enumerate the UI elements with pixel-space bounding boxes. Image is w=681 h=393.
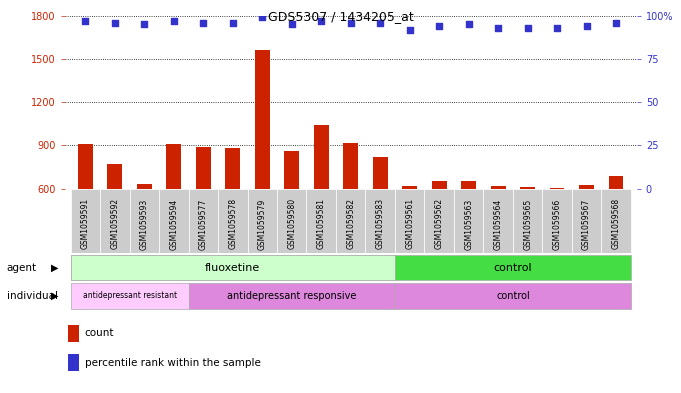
Text: percentile rank within the sample: percentile rank within the sample: [84, 358, 261, 368]
Bar: [513, 189, 542, 253]
Text: GDS5307 / 1434205_at: GDS5307 / 1434205_at: [268, 10, 413, 23]
Point: [581, 23, 592, 29]
Bar: [373, 157, 387, 189]
Bar: [108, 164, 122, 189]
Point: [286, 21, 297, 28]
Bar: [159, 189, 189, 253]
Bar: [343, 143, 358, 189]
Bar: [484, 189, 513, 253]
Text: ▶: ▶: [51, 263, 59, 273]
Bar: [306, 189, 336, 253]
Point: [110, 20, 121, 26]
Bar: [71, 255, 395, 280]
Text: GSM1059568: GSM1059568: [612, 198, 620, 250]
Bar: [218, 189, 247, 253]
Bar: [461, 182, 476, 189]
Point: [257, 14, 268, 20]
Text: fluoxetine: fluoxetine: [205, 263, 260, 273]
Text: individual: individual: [7, 291, 58, 301]
Bar: [196, 147, 210, 189]
Text: control: control: [494, 263, 533, 273]
Bar: [189, 283, 395, 309]
Bar: [67, 354, 79, 371]
Bar: [277, 189, 306, 253]
Bar: [491, 186, 505, 189]
Point: [552, 25, 563, 31]
Bar: [454, 189, 484, 253]
Text: antidepressant responsive: antidepressant responsive: [227, 291, 356, 301]
Bar: [580, 185, 594, 189]
Bar: [225, 148, 240, 189]
Bar: [78, 144, 93, 189]
Text: count: count: [84, 328, 114, 338]
Bar: [336, 189, 366, 253]
Text: GSM1059565: GSM1059565: [523, 198, 532, 250]
Bar: [255, 50, 270, 189]
Text: GSM1059583: GSM1059583: [376, 198, 385, 250]
Bar: [424, 189, 454, 253]
Bar: [137, 184, 152, 189]
Point: [227, 20, 238, 26]
Point: [492, 25, 503, 31]
Bar: [550, 188, 565, 189]
Bar: [395, 283, 631, 309]
Point: [522, 25, 533, 31]
Bar: [71, 283, 189, 309]
Bar: [247, 189, 277, 253]
Bar: [601, 189, 631, 253]
Bar: [542, 189, 572, 253]
Point: [611, 20, 622, 26]
Text: GSM1059562: GSM1059562: [434, 198, 444, 250]
Point: [345, 20, 356, 26]
Text: GSM1059581: GSM1059581: [317, 198, 326, 250]
Bar: [609, 176, 624, 189]
Bar: [314, 125, 329, 189]
Text: GSM1059592: GSM1059592: [110, 198, 119, 250]
Bar: [395, 189, 424, 253]
Point: [80, 18, 91, 24]
Point: [168, 18, 179, 24]
Point: [139, 21, 150, 28]
Text: agent: agent: [7, 263, 37, 273]
Point: [405, 26, 415, 33]
Text: antidepressant resistant: antidepressant resistant: [82, 292, 176, 300]
Text: GSM1059577: GSM1059577: [199, 198, 208, 250]
Bar: [129, 189, 159, 253]
Bar: [71, 189, 100, 253]
Text: GSM1059564: GSM1059564: [494, 198, 503, 250]
Bar: [366, 189, 395, 253]
Text: GSM1059567: GSM1059567: [582, 198, 591, 250]
Text: GSM1059591: GSM1059591: [81, 198, 90, 250]
Point: [375, 20, 385, 26]
Text: GSM1059561: GSM1059561: [405, 198, 414, 250]
Bar: [402, 186, 417, 189]
Text: control: control: [496, 291, 530, 301]
Text: GSM1059579: GSM1059579: [257, 198, 267, 250]
Bar: [189, 189, 218, 253]
Bar: [100, 189, 129, 253]
Point: [463, 21, 474, 28]
Text: GSM1059566: GSM1059566: [552, 198, 562, 250]
Point: [316, 18, 327, 24]
Bar: [71, 255, 395, 280]
Bar: [572, 189, 601, 253]
Bar: [520, 187, 535, 189]
Point: [434, 23, 445, 29]
Text: GSM1059593: GSM1059593: [140, 198, 149, 250]
Bar: [432, 181, 447, 189]
Text: GSM1059582: GSM1059582: [346, 198, 355, 250]
Bar: [285, 151, 299, 189]
Text: GSM1059563: GSM1059563: [464, 198, 473, 250]
Text: GSM1059594: GSM1059594: [170, 198, 178, 250]
Text: ▶: ▶: [51, 291, 59, 301]
Bar: [166, 144, 181, 189]
Text: GSM1059580: GSM1059580: [287, 198, 296, 250]
Bar: [67, 325, 79, 342]
Bar: [395, 255, 631, 280]
Text: GSM1059578: GSM1059578: [228, 198, 237, 250]
Point: [198, 20, 209, 26]
